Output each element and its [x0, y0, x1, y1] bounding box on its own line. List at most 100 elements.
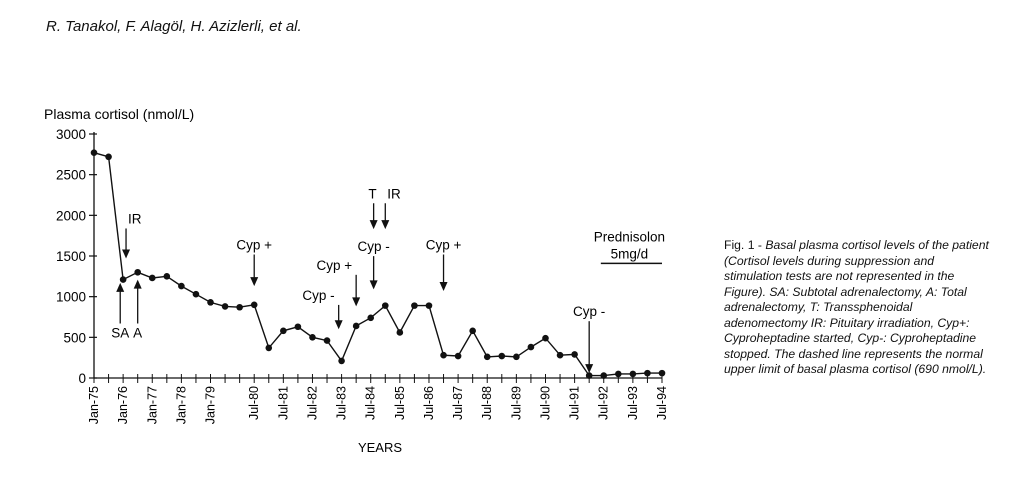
data-point	[236, 303, 243, 311]
data-point	[527, 343, 535, 351]
arrow-head	[334, 320, 343, 330]
annotation-label: IR	[128, 211, 142, 226]
x-tick-label: Jan-76	[116, 386, 130, 424]
arrow-head	[439, 281, 448, 291]
x-tick-label: Jul-86	[422, 386, 436, 420]
arrow-head	[116, 282, 125, 292]
arrow-head	[133, 279, 142, 289]
y-tick-label: 1000	[56, 290, 86, 305]
figure-caption: Fig. 1 - Basal plasma cortisol levels of…	[724, 238, 994, 378]
y-tick-label: 2500	[56, 168, 86, 183]
x-tick-label: Jan-75	[87, 386, 101, 424]
data-point	[221, 303, 229, 310]
annotation-label: Cyp +	[316, 258, 352, 273]
annotation-label: IR	[387, 186, 401, 201]
annotation-label: Cyp -	[302, 288, 334, 303]
annotation-label: Cyp +	[236, 237, 272, 252]
y-tick-label: 0	[78, 371, 86, 386]
data-point	[571, 351, 578, 358]
data-point	[600, 372, 608, 379]
data-point	[556, 351, 564, 359]
x-tick-label: Jul-87	[451, 386, 465, 420]
x-tick-label: Jan-78	[174, 386, 188, 424]
arrow-head	[381, 220, 390, 230]
arrow-head	[585, 364, 594, 374]
annotation-label: Cyp -	[573, 304, 605, 319]
y-tick-label: 2000	[56, 208, 86, 223]
cortisol-chart: Plasma cortisol (nmol/L) YEARS 0 500 1000 1…	[44, 106, 669, 455]
annotation-label: SA	[111, 326, 129, 341]
arrow-head	[369, 220, 378, 230]
data-point	[323, 337, 331, 344]
x-tick-label: Jul-94	[655, 386, 669, 420]
data-point	[513, 353, 520, 361]
data-point	[178, 282, 185, 290]
data-point	[148, 274, 156, 282]
x-tick-label: Jan-77	[145, 386, 159, 424]
data-point	[629, 370, 637, 378]
data-point	[542, 334, 549, 342]
y-tick-label: 500	[63, 330, 86, 345]
x-tick-label: Jul-91	[568, 386, 582, 420]
data-point	[469, 327, 476, 335]
data-point	[440, 351, 447, 359]
caption-lead: Fig. 1 -	[724, 238, 766, 252]
x-tick-label: Jul-85	[393, 386, 407, 420]
data-point	[134, 268, 141, 276]
data-point	[644, 369, 651, 377]
arrow-head	[369, 280, 378, 290]
x-tick-label: Jul-82	[305, 386, 319, 420]
x-tick-label: Jul-80	[247, 386, 261, 420]
annotation-label: Cyp +	[426, 237, 462, 252]
data-point	[396, 329, 404, 336]
data-point	[119, 276, 127, 283]
arrow-head	[122, 249, 131, 259]
x-tick-label: Jul-88	[480, 386, 494, 420]
y-tick-label: 3000	[56, 127, 86, 142]
data-point	[658, 369, 666, 377]
x-tick-label: Jul-81	[276, 386, 290, 420]
series-line	[93, 152, 662, 377]
data-point	[338, 357, 345, 365]
data-point	[207, 299, 214, 306]
data-point	[352, 322, 360, 330]
data-point	[309, 334, 316, 341]
data-point	[615, 370, 622, 378]
data-point	[280, 327, 287, 335]
caption-body: Basal plasma cortisol levels of the pati…	[724, 238, 989, 376]
annotation-label: A	[133, 326, 142, 341]
axes-group: 0 500 1000 1500 2000 2500 3000 Jan-75 Jan-76 Jan-…	[56, 127, 669, 424]
x-tick-label: Jul-90	[538, 386, 552, 420]
treatment-label: Prednisolon	[594, 229, 665, 244]
data-point	[425, 302, 433, 309]
data-point	[265, 344, 273, 352]
authors-line: R. Tanakol, F. Alagöl, H. Azizlerli, et …	[46, 18, 302, 35]
data-point	[294, 323, 302, 331]
x-tick-label: Jul-84	[364, 386, 378, 420]
marks-group	[90, 149, 666, 379]
y-tick-label: 1500	[56, 249, 86, 264]
data-point	[105, 153, 112, 161]
arrow-head	[250, 277, 259, 287]
annotations-group: SA A IR Cyp + Cyp - Cyp + Cyp - T IR Cyp + Cyp - Pr…	[111, 186, 665, 374]
annotation-label: Cyp -	[357, 239, 389, 254]
data-point	[192, 290, 200, 298]
x-tick-label: Jul-92	[597, 386, 611, 420]
data-point	[163, 273, 171, 280]
x-axis-label: YEARS	[358, 440, 402, 455]
data-point	[250, 301, 258, 309]
x-tick-label: Jul-89	[509, 386, 523, 420]
arrow-head	[352, 297, 361, 307]
data-point	[381, 302, 389, 309]
data-point	[585, 372, 593, 379]
annotation-label: T	[368, 186, 376, 201]
data-point	[367, 314, 375, 322]
x-tick-label: Jan-79	[204, 386, 218, 424]
data-point	[483, 353, 491, 361]
x-tick-label: Jul-83	[335, 386, 349, 420]
data-point	[454, 352, 462, 360]
y-axis-label: Plasma cortisol (nmol/L)	[44, 106, 194, 122]
data-point	[90, 149, 98, 157]
x-tick-label: Jul-93	[626, 386, 640, 420]
data-point	[411, 302, 418, 309]
